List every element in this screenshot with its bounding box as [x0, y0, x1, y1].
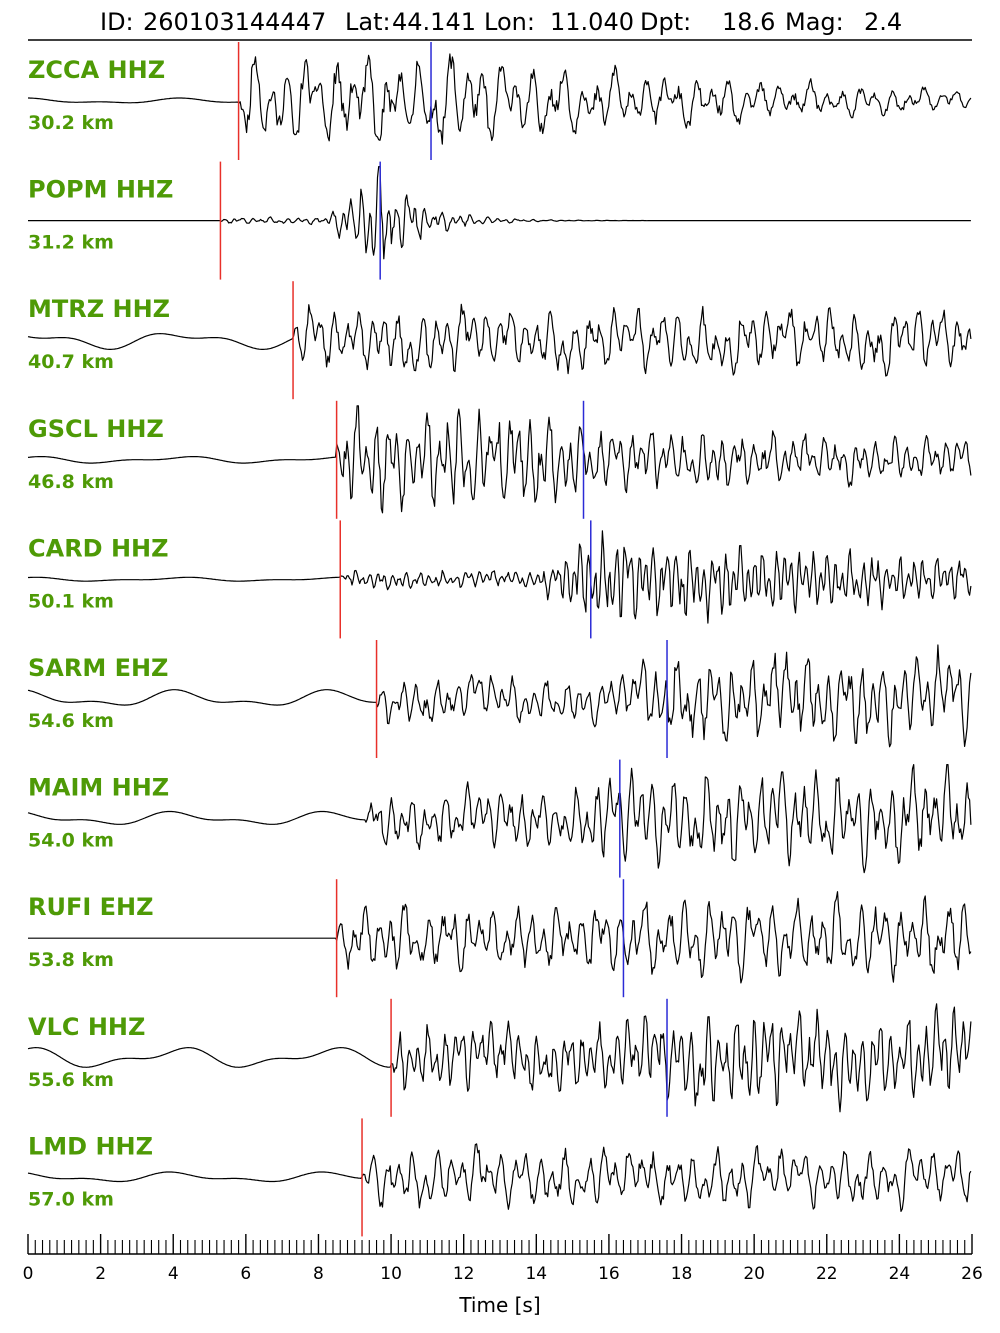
station-distance: 55.6 km [28, 1069, 114, 1091]
waveform-trace [27, 1003, 972, 1113]
x-tick-label: 20 [743, 1264, 765, 1284]
station-distance: 54.6 km [28, 710, 114, 732]
event-id-label: ID: [100, 8, 134, 36]
x-tick-label: 24 [889, 1264, 911, 1284]
trace-panel: VLC HHZ 55.6 km [27, 998, 972, 1117]
trace-panel: SARM EHZ 54.6 km [27, 640, 972, 758]
station-distance: 31.2 km [28, 232, 114, 254]
station-label: RUFI EHZ [28, 893, 154, 921]
waveform-trace [27, 644, 972, 748]
x-tick-label: 12 [453, 1264, 475, 1284]
x-tick-label: 2 [95, 1264, 106, 1284]
station-label: MTRZ HHZ [28, 295, 170, 323]
mag-label: Mag: [785, 8, 844, 36]
station-distance: 57.0 km [28, 1188, 114, 1210]
station-label: VLC HHZ [28, 1013, 145, 1041]
time-axis: 0 2 4 6 8 10 12 14 16 18 20 22 24 26 [23, 1234, 983, 1284]
waveform-trace [27, 763, 972, 874]
x-tick-label: 8 [313, 1264, 324, 1284]
station-label: ZCCA HHZ [28, 56, 165, 84]
x-tick-label: 0 [23, 1264, 34, 1284]
station-distance: 53.8 km [28, 949, 114, 971]
mag-value: 2.4 [864, 8, 902, 36]
station-distance: 46.8 km [28, 471, 114, 493]
event-header: ID: 260103144447 Lat: 44.141 Lon: 11.040… [100, 8, 902, 36]
station-label: GSCL HHZ [28, 415, 164, 443]
station-label: POPM HHZ [28, 176, 173, 204]
x-tick-label: 14 [525, 1264, 547, 1284]
x-axis-label: Time [s] [458, 1293, 540, 1317]
dpt-label: Dpt: [640, 8, 691, 36]
waveform-trace [28, 530, 972, 624]
trace-panel: MTRZ HHZ 40.7 km [27, 281, 972, 400]
station-distance: 30.2 km [28, 112, 114, 134]
lat-value: 44.141 [392, 8, 476, 36]
x-tick-label: 22 [816, 1264, 838, 1284]
trace-panel: MAIM HHZ 54.0 km [27, 759, 972, 878]
station-label: LMD HHZ [28, 1132, 153, 1160]
x-tick-label: 10 [380, 1264, 402, 1284]
station-distance: 50.1 km [28, 590, 114, 612]
x-tick-label: 6 [240, 1264, 251, 1284]
waveform-trace [28, 166, 971, 260]
station-label: MAIM HHZ [28, 774, 169, 802]
lat-label: Lat: [345, 8, 391, 36]
lon-value: 11.040 [550, 8, 634, 36]
lon-label: Lon: [484, 8, 535, 36]
x-tick-label: 26 [961, 1264, 983, 1284]
dpt-value: 18.6 [722, 8, 775, 36]
x-tick-label: 4 [168, 1264, 179, 1284]
trace-panel: POPM HHZ 31.2 km [28, 161, 971, 280]
station-label: SARM EHZ [28, 654, 168, 682]
trace-panels: ZCCA HHZ 30.2 km POPM HHZ 31.2 km MTRZ HHZ 40… [27, 42, 972, 1237]
waveform-trace [27, 303, 972, 377]
trace-panel: ZCCA HHZ 30.2 km [28, 42, 972, 160]
trace-panel: GSCL HHZ 46.8 km [27, 400, 972, 519]
event-id: 260103144447 [143, 8, 326, 36]
trace-panel: RUFI EHZ 53.8 km [28, 879, 972, 998]
trace-panel: LMD HHZ 57.0 km [27, 1118, 972, 1237]
trace-panel: CARD HHZ 50.1 km [28, 520, 972, 639]
station-distance: 54.0 km [28, 830, 114, 852]
waveform-trace [27, 405, 972, 514]
x-tick-label: 18 [671, 1264, 693, 1284]
waveform-trace [28, 53, 972, 145]
station-label: CARD HHZ [28, 534, 169, 562]
waveform-trace [28, 891, 972, 984]
waveform-trace [27, 1143, 972, 1213]
station-distance: 40.7 km [28, 351, 114, 373]
x-tick-label: 16 [598, 1264, 620, 1284]
